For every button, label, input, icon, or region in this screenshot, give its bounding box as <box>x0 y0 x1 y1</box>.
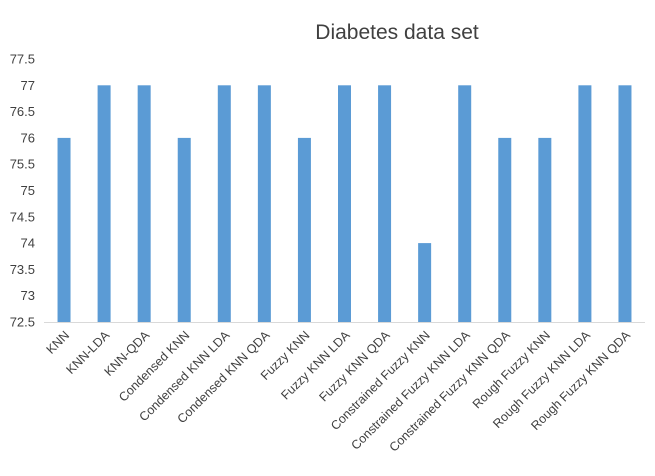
x-category-label: KNN <box>44 328 73 357</box>
bar <box>97 85 111 322</box>
bar <box>378 85 392 322</box>
y-tick-label: 76.5 <box>10 104 35 119</box>
y-tick-label: 77 <box>21 78 35 93</box>
bar <box>137 85 151 322</box>
bar <box>57 137 71 322</box>
bar <box>297 137 311 322</box>
y-tick-label: 76 <box>21 130 35 145</box>
bar <box>578 85 592 322</box>
bar <box>177 137 191 322</box>
y-tick-label: 72.5 <box>10 315 35 330</box>
y-tick-label: 74 <box>21 236 35 251</box>
y-tick-label: 75 <box>21 183 35 198</box>
y-tick-label: 73.5 <box>10 262 35 277</box>
bar <box>458 85 472 322</box>
y-tick-label: 74.5 <box>10 209 35 224</box>
bar <box>338 85 351 322</box>
y-tick-label: 73 <box>21 288 35 303</box>
bar <box>538 137 552 322</box>
x-category-label: Fuzzy KNN LDA <box>278 328 353 403</box>
y-tick-label: 77.5 <box>10 52 35 67</box>
x-category-label: Condensed KNN <box>116 328 192 404</box>
bar <box>257 85 271 322</box>
chart-title: Diabetes data set <box>315 21 479 44</box>
bar <box>418 243 432 322</box>
x-category-label: Fuzzy KNN QDA <box>316 328 393 405</box>
bar <box>618 85 632 322</box>
y-tick-label: 75.5 <box>10 157 35 172</box>
y-axis-tick-labels: 72.5 73 73.5 74 74.5 75 75.5 76 76.5 77 77.5 <box>10 52 35 330</box>
bar <box>498 137 512 322</box>
bar <box>217 85 231 322</box>
bars <box>57 85 632 322</box>
